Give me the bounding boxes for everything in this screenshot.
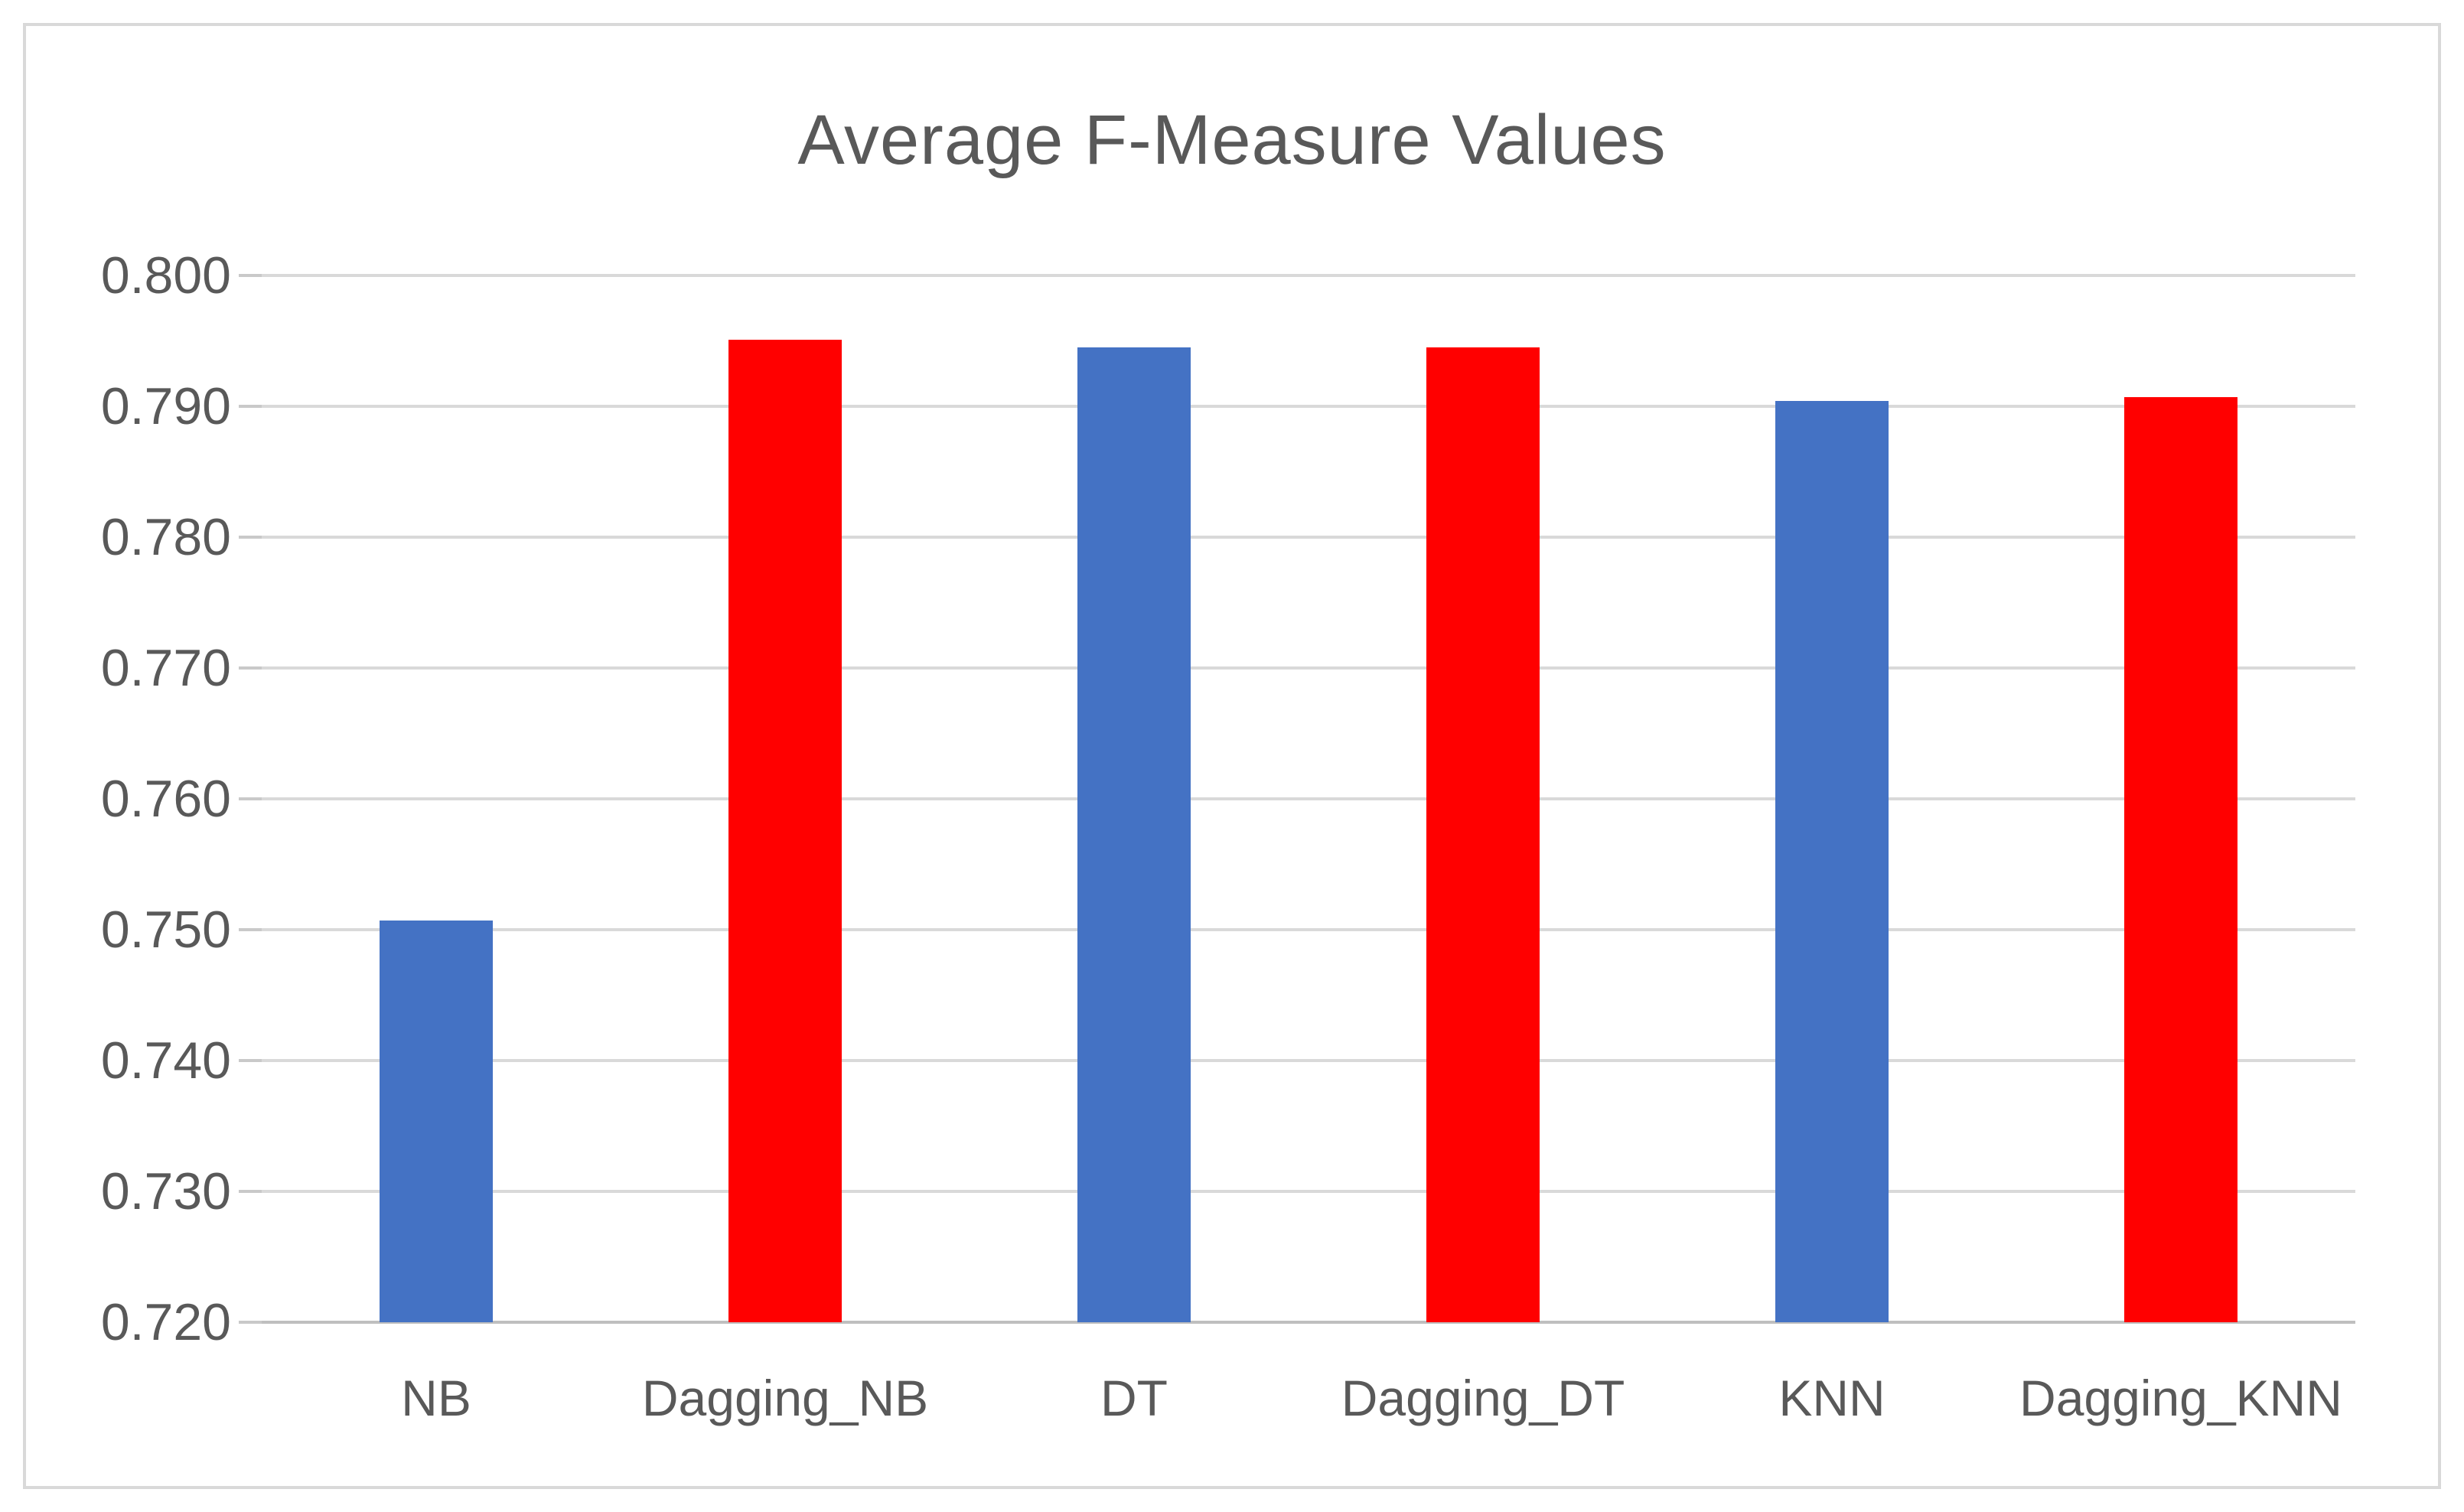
y-tick-label: 0.750 <box>100 901 231 959</box>
y-axis-ticks <box>239 274 262 1324</box>
gridline <box>262 928 2355 931</box>
gridline <box>262 536 2355 539</box>
x-tick-label: Dagging_DT <box>1341 1370 1625 1426</box>
gridline <box>262 1190 2355 1193</box>
y-tick-label: 0.760 <box>100 770 231 828</box>
axis-tick <box>239 1321 262 1324</box>
y-axis-labels: 0.800 0.790 0.780 0.770 0.760 0.750 0.74… <box>31 249 231 1348</box>
gridline <box>262 797 2355 800</box>
axis-tick <box>239 666 262 670</box>
axis-tick <box>239 536 262 539</box>
y-tick-label: 0.770 <box>100 639 231 697</box>
y-tick-label: 0.730 <box>100 1162 231 1220</box>
x-tick-label: Dagging_KNN <box>2019 1370 2342 1426</box>
bar <box>2124 397 2237 1322</box>
bar <box>380 921 493 1322</box>
x-axis-line <box>262 1321 2355 1324</box>
y-tick-label: 0.720 <box>100 1293 231 1351</box>
bar <box>1426 347 1540 1322</box>
x-axis-labels: NB Dagging_NB DT Dagging_DT KNN Dagging_… <box>262 1364 2355 1432</box>
gridline <box>262 274 2355 277</box>
x-tick-label: DT <box>1100 1370 1168 1426</box>
y-tick-label: 0.800 <box>100 246 231 305</box>
bar <box>1775 401 1889 1322</box>
x-tick-label: Dagging_NB <box>641 1370 929 1426</box>
x-tick-label: KNN <box>1778 1370 1885 1426</box>
y-tick-label: 0.780 <box>100 508 231 566</box>
bar <box>728 339 842 1322</box>
axis-tick <box>239 274 262 277</box>
axis-tick <box>239 405 262 408</box>
gridline <box>262 1059 2355 1062</box>
axis-tick <box>239 1190 262 1193</box>
axis-tick <box>239 797 262 800</box>
axis-tick <box>239 928 262 931</box>
axis-tick <box>239 1059 262 1062</box>
y-tick-label: 0.740 <box>100 1031 231 1090</box>
bar <box>1077 347 1191 1322</box>
y-tick-label: 0.790 <box>100 377 231 435</box>
gridline <box>262 666 2355 670</box>
chart-title: Average F-Measure Values <box>797 101 1667 179</box>
x-tick-label: NB <box>401 1370 471 1426</box>
gridline <box>262 405 2355 408</box>
plot-area <box>262 274 2355 1324</box>
